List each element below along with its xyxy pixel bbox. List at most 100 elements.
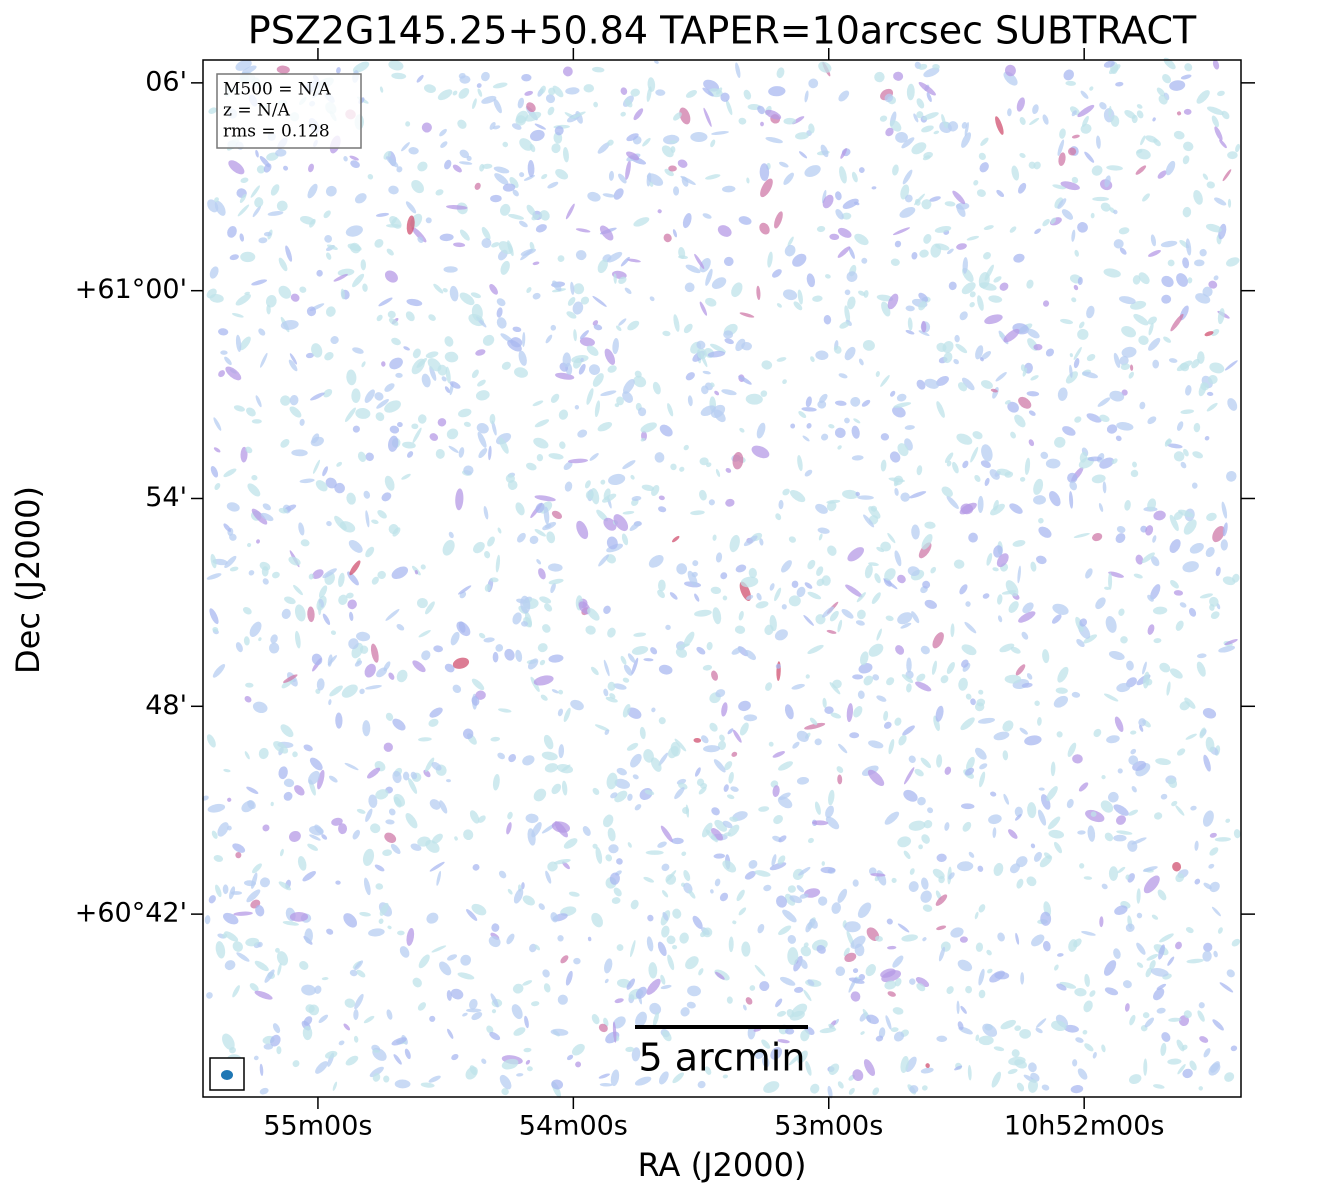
noise-blob <box>782 379 787 385</box>
noise-blob <box>491 923 500 932</box>
noise-blob <box>977 495 984 514</box>
noise-blob <box>439 800 448 814</box>
noise-blob <box>385 156 399 168</box>
noise-blob <box>769 615 777 632</box>
noise-blob <box>488 445 492 461</box>
noise-blob <box>345 1055 359 1066</box>
x-tick-label: 10h52m00s <box>1004 1111 1165 1142</box>
noise-blob <box>388 435 399 452</box>
noise-blob <box>996 553 1009 568</box>
noise-blob <box>710 404 726 418</box>
noise-blob <box>1060 181 1080 191</box>
noise-blob <box>699 489 707 501</box>
noise-blob <box>897 443 909 457</box>
noise-blob <box>946 662 955 675</box>
noise-blob <box>1082 1029 1088 1035</box>
noise-blob <box>929 196 941 202</box>
noise-blob <box>598 1073 610 1079</box>
noise-blob <box>901 674 914 683</box>
noise-blob <box>340 288 345 300</box>
noise-blob <box>1226 257 1240 267</box>
noise-blob <box>812 820 829 826</box>
noise-blob <box>376 667 388 678</box>
noise-blob <box>435 189 444 196</box>
noise-blob <box>573 957 581 965</box>
noise-blob <box>1097 397 1111 407</box>
noise-blob <box>685 372 695 381</box>
noise-blob <box>546 531 556 544</box>
x-tick-label: 53m00s <box>774 1111 883 1142</box>
noise-blob <box>999 643 1015 653</box>
noise-blob <box>417 1002 426 1011</box>
noise-blob <box>980 460 991 468</box>
noise-blob <box>1021 631 1029 640</box>
noise-blob <box>1165 160 1176 176</box>
noise-blob <box>995 116 1004 135</box>
noise-blob <box>757 923 765 934</box>
noise-blob <box>1179 701 1190 711</box>
noise-blob <box>344 998 356 1008</box>
noise-blob <box>1014 414 1026 428</box>
noise-blob <box>778 761 794 771</box>
noise-blob <box>406 298 423 307</box>
noise-blob <box>879 115 888 122</box>
noise-blob <box>564 481 573 492</box>
noise-blob <box>385 712 394 721</box>
noise-blob <box>447 1028 454 1039</box>
noise-blob <box>499 437 509 454</box>
noise-blob <box>902 169 913 185</box>
noise-blob <box>961 659 969 668</box>
noise-blob <box>1173 130 1185 140</box>
noise-blob <box>961 132 972 148</box>
noise-blob <box>685 90 697 98</box>
noise-blob <box>948 872 955 880</box>
noise-blob <box>762 1056 770 1068</box>
noise-blob <box>1224 360 1238 371</box>
noise-blob <box>798 411 807 419</box>
noise-blob <box>1075 1037 1084 1043</box>
noise-blob <box>862 340 875 351</box>
noise-blob <box>956 433 973 445</box>
noise-blob <box>814 801 821 815</box>
noise-blob <box>1175 941 1182 950</box>
noise-blob <box>470 292 482 299</box>
noise-blob <box>665 874 677 885</box>
noise-blob <box>950 623 955 638</box>
noise-blob <box>492 82 508 89</box>
noise-blob <box>235 852 242 859</box>
noise-blob <box>997 594 1003 605</box>
noise-blob <box>310 392 325 401</box>
noise-blob <box>1086 413 1102 423</box>
noise-blob <box>224 931 239 942</box>
noise-blob <box>1057 198 1067 210</box>
noise-blob <box>416 597 428 609</box>
noise-blob <box>674 787 685 800</box>
noise-blob <box>980 380 993 389</box>
noise-blob <box>384 475 395 491</box>
noise-blob <box>859 651 869 666</box>
noise-blob <box>1183 519 1197 535</box>
noise-blob <box>347 599 357 610</box>
noise-blob <box>649 1002 662 1015</box>
noise-blob <box>722 860 737 873</box>
noise-blob <box>455 488 464 511</box>
noise-blob <box>228 160 245 175</box>
noise-blob <box>1178 1015 1190 1027</box>
noise-blob <box>722 820 733 829</box>
noise-blob <box>230 891 243 895</box>
noise-blob <box>965 985 973 994</box>
noise-blob <box>658 506 667 513</box>
noise-blob <box>1113 804 1129 816</box>
noise-blob <box>1089 990 1096 997</box>
noise-blob <box>1202 810 1214 827</box>
noise-blob <box>1205 223 1222 233</box>
noise-blob <box>776 1010 787 1017</box>
noise-blob <box>1213 950 1218 958</box>
noise-blob <box>1169 514 1179 532</box>
noise-blob <box>1101 774 1106 780</box>
noise-blob <box>1135 148 1151 160</box>
noise-blob <box>587 936 592 942</box>
noise-blob <box>964 621 977 634</box>
noise-blob <box>477 379 486 387</box>
noise-blob <box>979 357 984 362</box>
